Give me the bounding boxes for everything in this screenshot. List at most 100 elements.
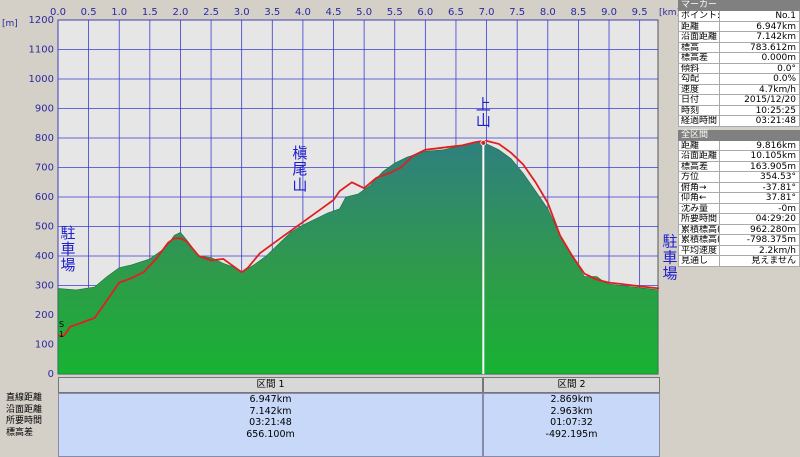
marker-panel-value: 0.000m bbox=[720, 53, 800, 64]
y-tick-label: 300 bbox=[35, 281, 54, 292]
section-2-elevation-diff: -492.195m bbox=[545, 428, 598, 440]
place-label-char: 駐 bbox=[60, 224, 75, 242]
x-tick-label: 6.5 bbox=[448, 7, 464, 18]
y-tick-label: 1100 bbox=[29, 45, 54, 56]
marker-panel-value: 10:25:25 bbox=[720, 105, 800, 116]
x-tick-label: 5.5 bbox=[387, 7, 403, 18]
x-tick-label: 1.5 bbox=[142, 7, 158, 18]
place-label: 槇尾山 bbox=[292, 144, 307, 194]
place-label-char: 場 bbox=[60, 256, 75, 274]
marker-panel-value: No.1 bbox=[720, 11, 800, 22]
y-tick-label: 800 bbox=[35, 133, 54, 144]
y-tick-label: 500 bbox=[35, 222, 54, 233]
x-tick-label: 6.0 bbox=[417, 7, 433, 18]
marker-panel-row: 速度 4.7km/h bbox=[678, 84, 800, 95]
total-panel-value: 見えません bbox=[720, 256, 800, 267]
total-panel-row: 沈み量 -0m bbox=[678, 203, 800, 214]
total-panel-row: 見通し 見えません bbox=[678, 256, 800, 267]
marker-panel-key: 傾斜 bbox=[678, 63, 720, 74]
x-tick-label: 3.0 bbox=[234, 7, 250, 18]
marker-panel-row: 時刻 10:25:25 bbox=[678, 105, 800, 116]
marker-panel-row: 距離 6.947km bbox=[678, 21, 800, 32]
marker-panel-key: 標高 bbox=[678, 42, 720, 53]
x-tick-label: 3.5 bbox=[264, 7, 280, 18]
section-1-surface-distance: 7.142km bbox=[249, 405, 292, 417]
section-1-elevation-diff: 656.100m bbox=[246, 428, 295, 440]
total-panel-row: 累積標高(+)962.280m bbox=[678, 224, 800, 235]
total-panel-key: 沿面距離 bbox=[678, 151, 720, 162]
section-2-header[interactable]: 区間 2 bbox=[483, 377, 660, 393]
marker-panel-key: 沿面距離 bbox=[678, 32, 720, 43]
total-panel-key: 見通し bbox=[678, 256, 720, 267]
marker-panel-key: 経過時間 bbox=[678, 116, 720, 127]
marker-layer[interactable] bbox=[480, 139, 487, 374]
marker-panel-value: 03:21:48 bbox=[720, 116, 800, 127]
total-panel-rows: 距離 9.816km 沿面距離 10.105km 標高差 163.905m 方位 354.53… bbox=[678, 140, 800, 267]
row-label-elevation-diff: 標高差 bbox=[6, 427, 34, 438]
marker-panel-value: 2015/12/20 bbox=[720, 95, 800, 106]
x-tick-label: 7.5 bbox=[509, 7, 525, 18]
section-table: 直線距離 沿面距離 所要時間 標高差 区間 1 6.947km 7.142km … bbox=[0, 377, 660, 457]
gps-track-line bbox=[58, 140, 660, 337]
total-panel-key: 標高差 bbox=[678, 161, 720, 172]
y-tick-label: 400 bbox=[35, 251, 54, 262]
total-panel-key: 累積標高(-) bbox=[678, 235, 720, 246]
y-tick-label: 700 bbox=[35, 163, 54, 174]
x-tick-label: 0.5 bbox=[81, 7, 97, 18]
y-tick-label: 1200 bbox=[29, 15, 54, 26]
place-label: 駐車場 bbox=[662, 233, 677, 283]
marker-panel-key: 速度 bbox=[678, 84, 720, 95]
section-2-surface-distance: 2.963km bbox=[550, 405, 593, 417]
total-panel-value: -37.81° bbox=[720, 182, 800, 193]
marker-panel-key: 日付 bbox=[678, 95, 720, 106]
section-row-labels: 直線距離 沿面距離 所要時間 標高差 bbox=[0, 393, 58, 457]
place-label-char: 尾 bbox=[292, 160, 307, 178]
marker-panel-value: 0.0% bbox=[720, 74, 800, 85]
x-tick-label: 8.0 bbox=[540, 7, 556, 18]
x-tick-label: 5.0 bbox=[356, 7, 372, 18]
x-axis: 0.0 0.5 1.0 1.5 2.0 2.5 3.0 3.5 4.0 4.5 5.0 5.5 6.0 6… bbox=[50, 7, 648, 18]
marker-panel-title: マーカー bbox=[678, 0, 800, 11]
total-panel-key: 方位 bbox=[678, 172, 720, 183]
terrain-area bbox=[57, 140, 659, 375]
total-panel-key: 所要時間 bbox=[678, 214, 720, 225]
total-panel-value: 354.53° bbox=[720, 172, 800, 183]
total-panel-value: 37.81° bbox=[720, 193, 800, 204]
marker-panel-row: ポイント: No.1 bbox=[678, 11, 800, 22]
x-tick-label: 8.5 bbox=[570, 7, 586, 18]
y-tick-label: 900 bbox=[35, 104, 54, 115]
marker-panel-value: 783.612m bbox=[720, 42, 800, 53]
total-panel-value: -0m bbox=[720, 203, 800, 214]
series-layer bbox=[57, 140, 660, 375]
marker-panel-key: ポイント: bbox=[678, 11, 720, 22]
total-panel-row: 俯角→ -37.81° bbox=[678, 182, 800, 193]
row-label-duration: 所要時間 bbox=[6, 416, 43, 426]
place-label-char: 山 bbox=[292, 176, 307, 194]
place-label-char: 山 bbox=[476, 111, 491, 129]
total-panel-value: -798.375m bbox=[720, 235, 800, 246]
marker-panel-row: 傾斜 0.0° bbox=[678, 63, 800, 74]
y-tick-label: 0 bbox=[48, 369, 54, 377]
total-panel-row: 沿面距離 10.105km bbox=[678, 151, 800, 162]
y-tick-label: 100 bbox=[35, 340, 54, 351]
elevation-profile-chart[interactable]: 0 100 200 300 400 500 600 700 800 900 1000 1100 1200… bbox=[0, 0, 678, 377]
marker-panel-value: 7.142km bbox=[720, 32, 800, 43]
start-mark-1: 1 bbox=[59, 330, 64, 339]
marker-panel-rows: ポイント: No.1 距離 6.947km 沿面距離 7.142km 標高 783.612m 標… bbox=[678, 11, 800, 127]
total-panel-value: 962.280m bbox=[720, 224, 800, 235]
place-label: 駐車場 bbox=[60, 224, 75, 274]
y-tick-label: 600 bbox=[35, 192, 54, 203]
section-1-duration: 03:21:48 bbox=[249, 417, 292, 428]
place-label-char: 車 bbox=[662, 249, 677, 267]
section-1-header[interactable]: 区間 1 bbox=[58, 377, 483, 393]
row-label-surface-distance: 沿面距離 bbox=[6, 404, 43, 415]
total-panel-row: 仰角← 37.81° bbox=[678, 193, 800, 204]
total-panel-row: 所要時間 04:29:20 bbox=[678, 214, 800, 225]
marker-panel-row: 標高 783.612m bbox=[678, 42, 800, 53]
section-2-duration: 01:07:32 bbox=[550, 417, 593, 428]
x-tick-label: 2.5 bbox=[203, 7, 219, 18]
marker-panel-value: 6.947km bbox=[720, 21, 800, 32]
y-tick-label: 1000 bbox=[29, 74, 54, 85]
marker-panel-key: 勾配 bbox=[678, 74, 720, 85]
total-panel-value: 9.816km bbox=[720, 140, 800, 151]
